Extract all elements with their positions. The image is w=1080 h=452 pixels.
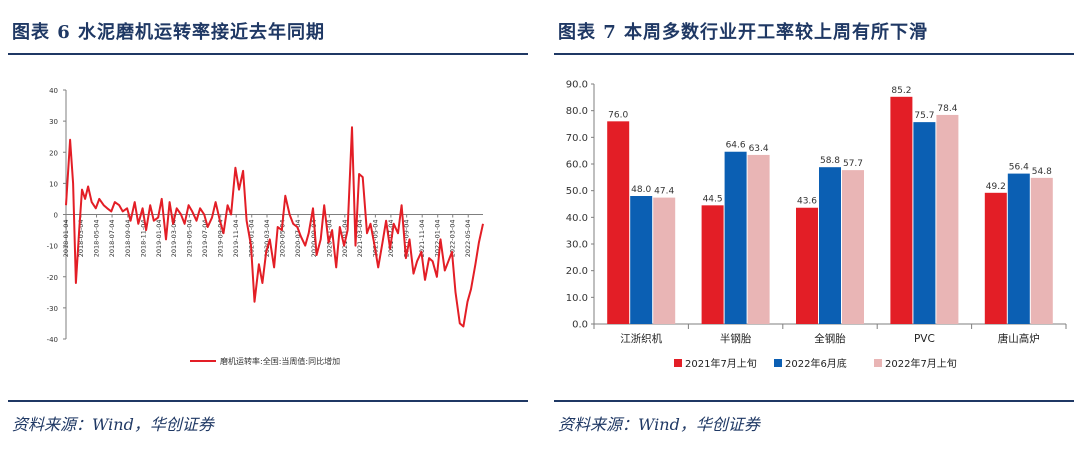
- legend-swatch: [874, 359, 882, 367]
- category-label: 唐山高炉: [998, 332, 1040, 345]
- x-tick-label: 2018-11-04: [139, 220, 147, 258]
- legend-label: 2022年6月底: [785, 357, 847, 370]
- y-tick-label: 80.0: [566, 106, 588, 117]
- x-tick-label: 2022-03-04: [449, 220, 457, 258]
- x-tick-label: 2018-07-04: [108, 220, 116, 258]
- y-tick-label: 30: [49, 118, 58, 126]
- x-tick-label: 2020-07-04: [294, 220, 302, 258]
- x-tick-label: 2021-03-04: [356, 220, 364, 258]
- bar: [701, 205, 724, 324]
- x-tick-label: 2020-03-04: [263, 220, 271, 258]
- x-tick-label: 2020-05-04: [279, 220, 287, 258]
- y-tick-label: -20: [47, 274, 58, 282]
- chart-title-right: 图表 7 本周多数行业开工率较上周有所下滑: [558, 22, 929, 43]
- data-label: 43.6: [797, 197, 817, 207]
- bar: [724, 151, 747, 324]
- y-tick-label: 10: [49, 180, 58, 188]
- category-label: 半钢胎: [720, 332, 752, 345]
- source-note-left: 资料来源：Wind，华创证券: [12, 415, 214, 434]
- data-label: 48.0: [631, 185, 651, 195]
- legend-swatch: [774, 359, 782, 367]
- data-label: 47.4: [654, 187, 674, 197]
- x-tick-label: 2019-05-04: [185, 220, 193, 258]
- x-tick-label: 2019-03-04: [170, 220, 178, 258]
- x-tick-label: 2018-09-04: [124, 220, 132, 258]
- y-tick-label: 0: [54, 212, 58, 220]
- bar: [1030, 177, 1053, 324]
- right-chart-panel: 图表 7 本周多数行业开工率较上周有所下滑 0.0 10.0 20.0 30.0 40.…: [554, 0, 1074, 452]
- bar: [936, 114, 959, 324]
- legend-swatch: [674, 359, 682, 367]
- data-label: 63.4: [749, 144, 769, 154]
- bar: [890, 96, 913, 324]
- y-tick-label: 40.0: [566, 213, 588, 224]
- x-tick-label: 2020-01-04: [248, 220, 256, 258]
- bar: [842, 170, 864, 324]
- y-tick-label: -30: [47, 305, 58, 313]
- x-tick-label: 2018-01-04: [62, 220, 70, 258]
- bar: [796, 207, 818, 324]
- left-chart-panel: 图表 6 水泥磨机运转率接近去年同期 -40 -30 -20 -10 0 10 20 30 40…: [8, 0, 528, 452]
- title-rule-left: [8, 53, 528, 55]
- data-label: 78.4: [937, 104, 957, 114]
- source-note-right: 资料来源：Wind，华创证券: [558, 415, 760, 434]
- legend-label: 2022年7月上旬: [885, 357, 957, 370]
- bar: [984, 192, 1007, 324]
- y-tick-label: 20: [49, 149, 58, 157]
- source-rule-right: [554, 400, 1074, 402]
- source-rule-left: [8, 400, 528, 402]
- x-tick-label: 2020-09-04: [310, 220, 318, 258]
- data-label: 57.7: [843, 159, 863, 169]
- y-tick-label: 90.0: [566, 80, 588, 91]
- x-tick-label: 2022-01-04: [434, 220, 442, 258]
- data-label: 85.2: [891, 86, 911, 96]
- series-line-mill-rate: [65, 126, 484, 328]
- y-tick-label: -10: [47, 243, 58, 251]
- y-tick-label: 60.0: [566, 160, 588, 171]
- bar: [819, 167, 841, 324]
- legend-label: 2021年7月上旬: [685, 357, 757, 370]
- category-label: 江浙织机: [620, 332, 662, 345]
- legend-label: 磨机运转率:全国:当周值:同比增加: [220, 356, 340, 366]
- y-tick-label: 0.0: [572, 320, 588, 331]
- x-tick-label: 2018-03-04: [77, 220, 85, 258]
- x-tick-label: 2019-07-04: [201, 220, 209, 258]
- y-tick-label: -40: [47, 336, 58, 344]
- chart-title-left: 图表 6 水泥磨机运转率接近去年同期: [12, 22, 326, 43]
- x-tick-label: 2021-05-04: [371, 220, 379, 258]
- x-tick-label: 2021-11-04: [418, 220, 426, 258]
- data-label: 54.8: [1032, 167, 1052, 177]
- x-tick-label: 2019-01-04: [155, 220, 163, 258]
- bar: [1007, 173, 1030, 324]
- y-tick-label: 20.0: [566, 266, 588, 277]
- data-label: 56.4: [1009, 163, 1029, 173]
- y-tick-label: 40: [49, 87, 58, 95]
- y-tick-label: 70.0: [566, 133, 588, 144]
- category-label: PVC: [914, 333, 935, 345]
- data-label: 49.2: [986, 182, 1006, 192]
- y-tick-label: 10.0: [566, 293, 588, 304]
- bar: [607, 121, 630, 324]
- y-tick-label: 30.0: [566, 240, 588, 251]
- data-label: 58.8: [820, 156, 840, 166]
- x-tick-label: 2019-09-04: [217, 220, 225, 258]
- bar: [630, 196, 653, 324]
- x-tick-label: 2021-09-04: [403, 220, 411, 258]
- bar-chart: 0.0 10.0 20.0 30.0 40.0 50.0 60.0 70.0 80.0 90.0 江…: [566, 80, 1067, 370]
- line-chart: -40 -30 -20 -10 0 10 20 30 40 2018-01-04 2018-03-0…: [47, 87, 484, 366]
- x-tick-label: 2019-11-04: [232, 220, 240, 258]
- y-tick-label: 50.0: [566, 186, 588, 197]
- data-label: 75.7: [914, 111, 934, 121]
- data-label: 44.5: [703, 194, 723, 204]
- bar: [747, 154, 770, 324]
- bar: [653, 197, 676, 324]
- x-tick-label: 2018-05-04: [93, 220, 101, 258]
- category-label: 全钢胎: [814, 332, 846, 345]
- data-label: 64.6: [726, 141, 746, 151]
- data-label: 76.0: [608, 110, 628, 120]
- title-rule-right: [554, 53, 1074, 55]
- bar: [913, 122, 936, 324]
- x-tick-label: 2022-05-04: [464, 220, 472, 258]
